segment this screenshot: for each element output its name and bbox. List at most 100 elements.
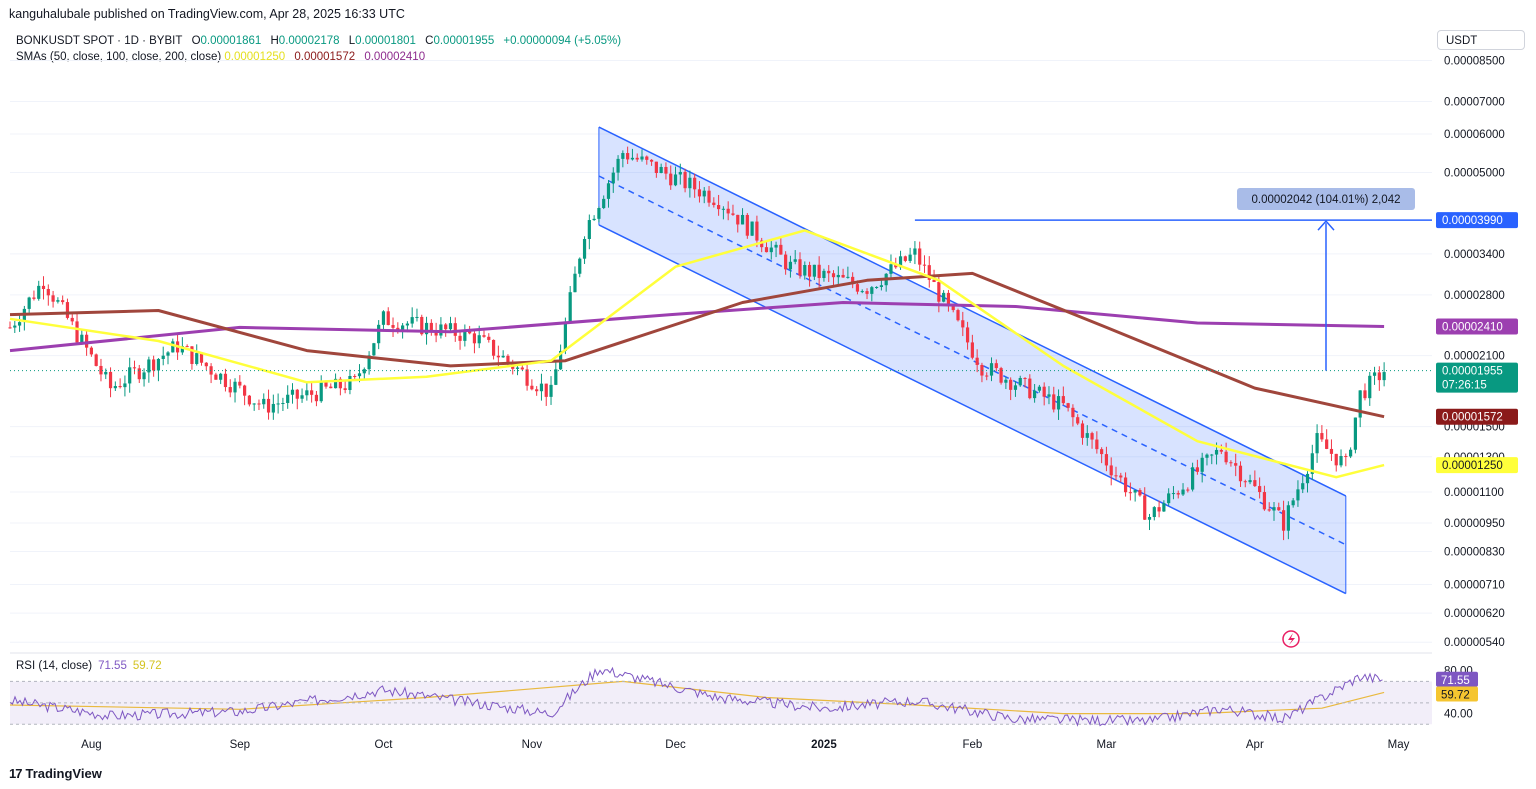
- candle-body: [606, 183, 611, 199]
- candle-body: [1353, 417, 1357, 450]
- symbol-label[interactable]: BONKUSDT SPOT · 1D · BYBIT: [16, 35, 183, 47]
- sma50-line: [9, 229, 1385, 479]
- open-label: O: [191, 35, 201, 47]
- sma100-price-tag: 0.00001572: [1442, 412, 1503, 424]
- candle-body: [525, 369, 529, 386]
- candle-body: [1052, 394, 1056, 410]
- candle-body: [506, 355, 510, 363]
- price-tick-label: 0.00000950: [1444, 518, 1505, 530]
- candle-body: [70, 317, 74, 322]
- candle-body: [1248, 480, 1252, 483]
- candle-body: [1147, 517, 1152, 520]
- overlays: 0.00002042 (104.01%) 2,042: [10, 188, 1432, 372]
- candle-body: [171, 341, 175, 353]
- price-tick-label: 0.00002100: [1444, 351, 1505, 363]
- candle-body: [1171, 493, 1176, 495]
- time-tick-label: Nov: [522, 739, 543, 751]
- candle-body: [37, 285, 41, 299]
- candle-body: [209, 366, 213, 375]
- rsi-label[interactable]: RSI (14, close): [16, 660, 93, 672]
- channel-mid-line: [598, 175, 1347, 546]
- candle-body: [539, 383, 544, 392]
- candle-body: [1080, 423, 1085, 438]
- candle-body: [295, 389, 299, 399]
- lightning-icon-bolt: [1288, 633, 1295, 645]
- candle-body: [913, 248, 917, 255]
- candle-body: [645, 156, 649, 160]
- candle-body: [1234, 463, 1238, 466]
- candle-body: [903, 256, 907, 261]
- candle-body: [89, 347, 93, 355]
- candle-body: [1214, 449, 1219, 455]
- currency-selector[interactable]: USDT: [1437, 30, 1525, 50]
- rsi-value: 71.55: [98, 660, 127, 672]
- sma100-line: [9, 271, 1385, 419]
- candle-body: [1071, 407, 1075, 418]
- channel-upper-line: [598, 126, 1347, 497]
- candle-body: [1033, 390, 1037, 399]
- candle-body: [1009, 379, 1013, 390]
- candle-body: [1277, 507, 1281, 511]
- candle-body: [635, 157, 639, 160]
- candle-body: [908, 254, 912, 261]
- candle-body: [453, 323, 457, 336]
- candle-body: [865, 291, 869, 294]
- time-axis[interactable]: Aug Sep Oct Nov Dec 2025 Feb Mar Apr May: [10, 652, 1432, 751]
- price-tick-label: 0.00000830: [1444, 547, 1505, 559]
- candle-body: [1104, 454, 1109, 466]
- candle-body: [535, 389, 539, 392]
- rsi-ma-tag-box: [1436, 686, 1478, 702]
- candle-body: [831, 273, 836, 278]
- candle-body: [812, 264, 816, 277]
- candle-body: [444, 324, 448, 330]
- candle-body: [1262, 492, 1267, 510]
- time-tick-label: Sep: [230, 739, 250, 751]
- candle-body: [664, 166, 668, 174]
- candle-body: [649, 159, 654, 162]
- candle-body: [1243, 481, 1247, 483]
- candle-body: [137, 368, 141, 380]
- candle-body: [980, 364, 984, 376]
- candle-body: [817, 264, 821, 279]
- price-axis[interactable]: 0.00008500 0.00007000 0.00006000 0.00005000…: [1444, 55, 1505, 649]
- candle-body: [740, 214, 745, 225]
- candle-body: [8, 327, 12, 329]
- candle-body: [1066, 403, 1070, 408]
- candle-body: [1167, 493, 1171, 504]
- candle-body: [13, 325, 17, 328]
- candle-body: [1372, 372, 1377, 376]
- candle-body: [611, 172, 615, 184]
- candle-body: [324, 382, 328, 387]
- candle-body: [1272, 507, 1276, 511]
- candle-body: [1143, 495, 1147, 520]
- candle-body: [1181, 489, 1185, 495]
- candle-body: [1162, 503, 1166, 512]
- candle-body: [27, 297, 31, 309]
- time-tick-label: May: [1388, 739, 1410, 751]
- candle-body: [415, 316, 419, 318]
- candle-body: [329, 386, 333, 389]
- candle-body: [870, 287, 874, 294]
- candle-body: [108, 371, 113, 389]
- candle-body: [113, 386, 117, 389]
- candle-body: [702, 190, 706, 197]
- rsi-line: [9, 666, 1383, 727]
- candle-body: [1047, 394, 1051, 397]
- candle-body: [1138, 490, 1142, 496]
- candle-body: [927, 265, 931, 280]
- candle-body: [496, 355, 500, 358]
- candle-body: [286, 394, 290, 404]
- candle-body: [195, 353, 199, 364]
- candle-body: [875, 286, 879, 288]
- candle-body: [482, 335, 486, 337]
- moving-averages: [9, 229, 1385, 715]
- candle-body: [688, 177, 692, 189]
- candle-body: [377, 324, 381, 344]
- candle-body: [630, 157, 635, 160]
- candle-body: [472, 333, 477, 344]
- candle-body: [1349, 449, 1353, 457]
- candle-body: [745, 214, 749, 236]
- tradingview-brand[interactable]: 17 TradingView: [9, 766, 102, 781]
